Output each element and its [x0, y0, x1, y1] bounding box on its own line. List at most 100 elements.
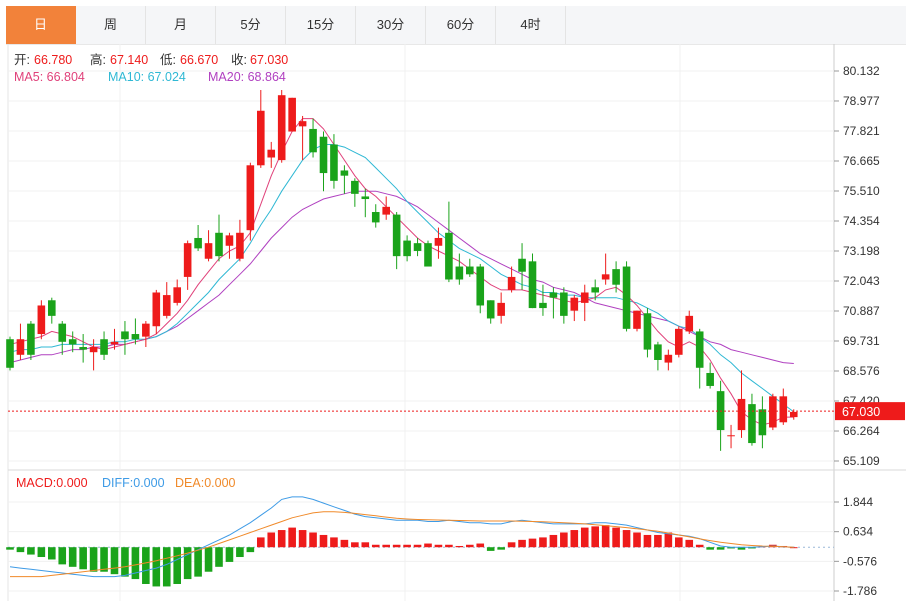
dea-line: [10, 511, 794, 578]
macd-bar-66: [695, 544, 704, 548]
macd-bar-69: [727, 547, 735, 549]
candle-body-10: [110, 341, 119, 345]
high-label: 高:: [90, 52, 106, 67]
candle-body-64: [675, 328, 683, 355]
open-value: 66.780: [34, 53, 72, 67]
candle-body-40: [424, 243, 432, 267]
close-label: 收:: [231, 53, 247, 67]
macd-tick-label-2: -0.576: [843, 554, 877, 568]
macd-bar-71: [748, 547, 756, 549]
candle-body-48: [507, 276, 516, 290]
macd-bar-31: [330, 537, 338, 548]
ma10-line: [9, 144, 795, 413]
price-axis: 80.132 78.977 77.821 76.665 75.510 74.354 73.1…: [8, 64, 905, 598]
candle-body-12: [131, 334, 140, 340]
macd-bar-62: [654, 534, 662, 548]
macd-bar-30: [319, 534, 328, 548]
price-tick-label-6: 73.198: [843, 244, 880, 258]
candle-body-25: [267, 149, 276, 158]
ma5-line: [9, 118, 794, 426]
macd-bar-50: [528, 538, 537, 548]
macd-bar-64: [675, 537, 683, 548]
macd-bar-56: [591, 526, 599, 548]
dea-label: DEA:0.000: [175, 476, 236, 490]
macd-bar-53: [560, 532, 568, 548]
ohlc-info: 开: 66.780 高: 67.140 低: 66.670 收: 67.030: [14, 52, 288, 67]
candle-body-44: [466, 266, 474, 275]
macd-bar-65: [685, 539, 694, 548]
candle-body-20: [215, 232, 223, 257]
macd-bar-32: [340, 539, 349, 548]
open-label: 开:: [14, 53, 30, 67]
tab-0[interactable]: 日: [6, 6, 76, 44]
low-value: 66.670: [180, 53, 218, 67]
candle-body-47: [497, 302, 505, 316]
candle-body-55: [580, 292, 589, 303]
macd-bar-20: [215, 547, 223, 567]
price-tick-label-13: 65.109: [843, 454, 880, 468]
macd-bar-59: [622, 530, 631, 548]
macd-bar-70: [737, 547, 746, 550]
candle-body-23: [246, 165, 255, 231]
macd-bar-35: [371, 544, 380, 548]
tab-4[interactable]: 15分: [286, 6, 356, 44]
macd-bar-67: [706, 547, 714, 550]
macd-bar-2: [27, 547, 35, 555]
candle-body-8: [89, 347, 98, 353]
candle-body-74: [779, 396, 788, 423]
tab-3[interactable]: 5分: [216, 6, 286, 44]
candlestick-series: [6, 90, 798, 451]
candle-body-68: [716, 391, 725, 431]
candle-body-45: [476, 266, 485, 306]
macd-bar-23: [246, 547, 255, 553]
chart-grid: [7, 44, 906, 601]
candle-body-57: [601, 274, 610, 280]
candle-body-67: [706, 372, 714, 386]
candle-body-49: [518, 258, 526, 272]
tab-5[interactable]: 30分: [356, 6, 426, 44]
candle-body-61: [643, 313, 652, 350]
candle-body-6: [68, 339, 77, 345]
macd-tick-label-3: -1.786: [843, 584, 877, 598]
macd-label: MACD:0.000: [16, 476, 88, 490]
macd-bar-27: [288, 527, 296, 548]
candle-body-4: [48, 300, 56, 316]
candle-body-15: [162, 295, 171, 316]
candle-body-17: [183, 243, 192, 277]
candle-body-66: [695, 331, 704, 368]
macd-bar-19: [204, 547, 213, 572]
candle-body-46: [486, 300, 495, 319]
high-value: 67.140: [110, 53, 148, 67]
candle-body-51: [539, 302, 547, 309]
tab-1[interactable]: 周: [76, 6, 146, 44]
candle-body-31: [330, 144, 338, 181]
tab-6[interactable]: 60分: [426, 6, 496, 44]
candle-body-39: [413, 243, 422, 251]
macd-bar-3: [37, 547, 46, 558]
candle-body-53: [560, 292, 568, 316]
macd-bar-46: [486, 547, 495, 551]
candle-body-60: [633, 310, 641, 329]
macd-bar-41: [434, 544, 443, 548]
tab-7[interactable]: 4时: [496, 6, 566, 44]
price-tick-label-8: 70.887: [843, 304, 880, 318]
candle-body-24: [257, 110, 265, 166]
price-tick-label-7: 72.043: [843, 274, 880, 288]
macd-bar-45: [476, 543, 485, 548]
macd-bar-7: [79, 547, 87, 570]
macd-bar-1: [16, 547, 25, 553]
price-tick-label-10: 68.576: [843, 364, 880, 378]
candle-body-70: [737, 398, 746, 431]
macd-bar-40: [424, 543, 432, 548]
macd-tick-label-0: 1.844: [843, 495, 873, 509]
macd-bar-21: [225, 547, 234, 562]
candle-body-29: [309, 128, 317, 153]
tab-2[interactable]: 月: [146, 6, 216, 44]
diff-label: DIFF:0.000: [102, 476, 165, 490]
candle-body-72: [758, 409, 767, 436]
candle-body-26: [277, 95, 286, 161]
macd-panel: [6, 496, 834, 587]
macd-tick-label-1: 0.634: [843, 525, 873, 539]
ma20-label: MA20: 68.864: [208, 70, 286, 84]
low-label: 低:: [160, 53, 176, 67]
